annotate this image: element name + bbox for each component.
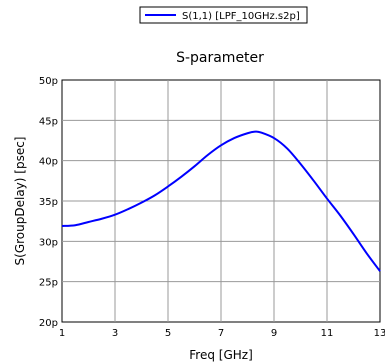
x-axis-label: Freq [GHz] <box>189 348 253 362</box>
x-tick-label: 5 <box>165 328 171 339</box>
legend-entry: S(1,1) [LPF_10GHz.s2p] <box>182 11 300 22</box>
x-axis-ticks: 1 3 5 7 9 11 13 <box>59 328 385 339</box>
legend-box <box>139 6 308 24</box>
y-tick-label: 35p <box>39 197 58 208</box>
x-tick-label: 3 <box>112 328 118 339</box>
y-tick-label: 40p <box>39 157 58 168</box>
y-tick-label: 45p <box>39 116 58 127</box>
x-tick-label: 1 <box>59 328 65 339</box>
y-tick-label: 30p <box>39 237 58 248</box>
chart-title: S-parameter <box>176 50 264 66</box>
x-tick-label: 13 <box>374 328 385 339</box>
grid <box>62 80 380 322</box>
y-tick-label: 20p <box>39 318 58 329</box>
series-line <box>61 130 381 272</box>
x-tick-label: 9 <box>271 328 277 339</box>
y-axis-label: S(GroupDelay) [psec] <box>13 137 27 266</box>
x-tick-label: 7 <box>218 328 224 339</box>
y-tick-label: 25p <box>39 278 58 289</box>
y-tick-label: 50p <box>39 76 58 87</box>
y-axis-ticks: 20p 25p 30p 35p 40p 45p 50p <box>39 76 58 329</box>
legend: S(1,1) [LPF_10GHz.s2p] <box>139 6 308 24</box>
series-group <box>61 130 381 272</box>
x-tick-label: 11 <box>321 328 334 339</box>
